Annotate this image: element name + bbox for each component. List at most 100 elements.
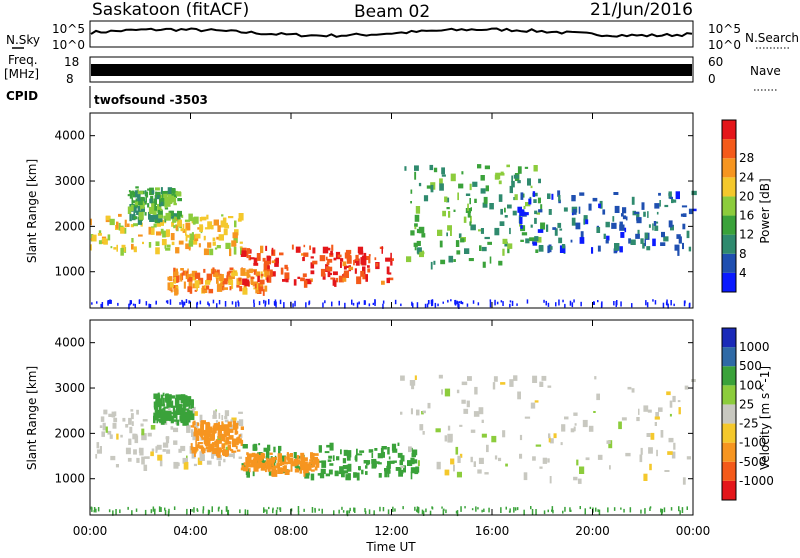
heatmap-cell [239, 286, 243, 292]
heatmap-cell [177, 219, 182, 227]
heatmap-cell [327, 459, 332, 462]
heatmap-cell [410, 230, 415, 236]
heatmap-cell [203, 285, 210, 290]
heatmap-cell [679, 510, 681, 515]
heatmap-region-1 [127, 186, 182, 225]
heatmap-cell [285, 278, 289, 283]
heatmap-cell [139, 196, 145, 200]
heatmap-cell [302, 273, 307, 278]
colorbar-tick-label: 20 [739, 189, 754, 203]
heatmap-cell [211, 452, 214, 459]
heatmap-cell [290, 463, 293, 472]
heatmap-cell [439, 183, 444, 191]
heatmap-cell [192, 217, 196, 223]
heatmap-cell [537, 197, 541, 204]
heatmap-cell [172, 213, 177, 217]
heatmap-cell [167, 401, 173, 405]
heatmap-cell [364, 510, 367, 515]
heatmap-cell [404, 166, 407, 171]
heatmap-cell [184, 219, 190, 222]
heatmap-cell [133, 216, 138, 220]
heatmap-cell [354, 268, 357, 274]
heatmap-cell [135, 186, 139, 189]
heatmap-cell [165, 436, 170, 444]
colorbar-tick-label: 4 [739, 266, 747, 280]
heatmap-cell [686, 506, 688, 510]
heatmap-cell [297, 459, 300, 465]
heatmap-cell [423, 195, 429, 202]
heatmap-cell [577, 478, 582, 484]
heatmap-cell [367, 268, 371, 273]
heatmap-cell [98, 240, 102, 245]
colorbar-tick-label: 24 [739, 170, 754, 184]
heatmap-cell [266, 509, 268, 514]
heatmap-cell [414, 245, 417, 251]
heatmap-cell [175, 399, 180, 407]
heatmap-cell [431, 300, 434, 306]
heatmap-cell [196, 287, 198, 291]
heatmap-cell [669, 413, 672, 417]
heatmap-cell [437, 229, 443, 236]
heatmap-cell [166, 229, 170, 237]
heatmap-cell [406, 256, 412, 263]
heatmap-cell [457, 455, 461, 463]
heatmap-cell [358, 250, 364, 255]
heatmap-cell [110, 299, 112, 304]
y-tick-label: 1000 [54, 472, 85, 486]
heatmap-cell [446, 232, 448, 237]
heatmap-cell [416, 240, 421, 246]
heatmap-cell [273, 301, 276, 305]
heatmap-cell [141, 433, 147, 441]
heatmap-cell [235, 301, 237, 308]
heatmap-cell [186, 425, 191, 433]
heatmap-region-4 [404, 164, 546, 270]
heatmap-cell [199, 224, 203, 232]
heatmap-cell [504, 207, 506, 213]
heatmap-cell [416, 247, 422, 254]
heatmap-cell [682, 223, 686, 230]
heatmap-cell [235, 431, 239, 434]
heatmap-cell [548, 244, 552, 253]
heatmap-cell [478, 457, 484, 464]
heatmap-cell [262, 289, 265, 296]
velocity-colorbar: Velocity [m s^-1] 100050010025-25-100-50… [721, 327, 774, 501]
heatmap-cell [519, 434, 523, 441]
heatmap-cell [654, 203, 660, 209]
heatmap-cell [536, 236, 542, 243]
heatmap-cell [390, 252, 392, 260]
heatmap-cell [125, 447, 131, 455]
heatmap-cell [456, 389, 460, 394]
heatmap-cell [273, 446, 276, 453]
heatmap-cell [100, 416, 105, 422]
heatmap-cell [154, 510, 156, 515]
heatmap-cell [502, 430, 506, 438]
cpid-value: twofsound -3503 [94, 93, 208, 107]
power-heatmap-cells [90, 164, 697, 310]
heatmap-cell [311, 461, 314, 468]
heatmap-cell [155, 187, 160, 191]
heatmap-cell [597, 509, 599, 512]
heatmap-cell [182, 229, 187, 233]
heatmap-cell [422, 431, 425, 435]
heatmap-cell [302, 462, 307, 466]
heatmap-cell [477, 507, 479, 510]
heatmap-cell [640, 238, 644, 244]
heatmap-cell [259, 461, 263, 467]
heatmap-cell [286, 267, 289, 271]
heatmap-cell [175, 225, 178, 231]
heatmap-cell [559, 245, 566, 253]
heatmap-cell [547, 302, 550, 307]
heatmap-region-2 [167, 267, 270, 296]
heatmap-cell [363, 300, 366, 305]
heatmap-cell [205, 427, 211, 435]
heatmap-cell [258, 286, 264, 292]
heatmap-cell [149, 187, 154, 196]
heatmap-cell [305, 280, 312, 285]
heatmap-cell [511, 300, 514, 306]
heatmap-cell [533, 165, 538, 172]
heatmap-cell [570, 509, 572, 512]
heatmap-cell [564, 416, 569, 420]
heatmap-cell [467, 376, 472, 381]
heatmap-cell [151, 203, 155, 208]
